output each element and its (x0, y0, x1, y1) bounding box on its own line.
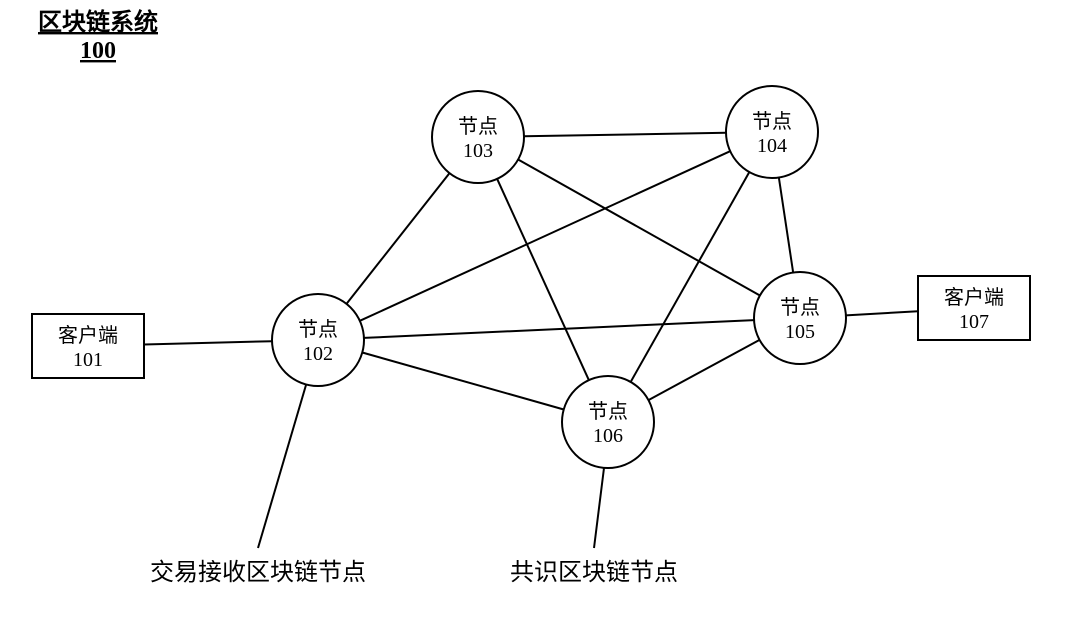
node-num-c107: 107 (959, 311, 989, 333)
node-num-n105: 105 (785, 321, 815, 343)
edge-n102-n105 (364, 320, 754, 338)
edge-c101-n102 (144, 341, 272, 344)
edge-n105-n106 (648, 340, 759, 400)
node-label-n104: 节点 (752, 110, 792, 133)
edge-n105-c107 (846, 311, 918, 315)
node-num-c101: 101 (73, 349, 103, 371)
edge-n102-n106 (362, 353, 563, 410)
node-label-c107: 客户端 (944, 286, 1004, 309)
edge-n103-n104 (524, 133, 726, 136)
node-label-n103: 节点 (458, 115, 498, 138)
node-num-n106: 106 (593, 425, 623, 447)
title-line1: 区块链系统 (38, 8, 158, 36)
node-label-n106: 节点 (588, 400, 628, 423)
edge-n102-n103 (346, 173, 449, 304)
callout-line-n102 (258, 385, 306, 548)
node-num-n103: 103 (463, 140, 493, 162)
edge-n103-n106 (497, 179, 589, 380)
callout-text-n106: 共识区块链节点 (510, 559, 678, 586)
nodes-group: 节点102节点103节点104节点105节点106客户端101客户端107 (32, 86, 1030, 468)
edge-n104-n105 (779, 177, 793, 272)
node-num-n104: 104 (757, 135, 787, 157)
edge-n104-n106 (631, 172, 750, 382)
callout-text-n102: 交易接收区块链节点 (150, 559, 366, 586)
node-label-n105: 节点 (780, 296, 820, 319)
callout-line-n106 (594, 468, 604, 548)
title-line2: 100 (80, 38, 116, 64)
blockchain-network-diagram: 节点102节点103节点104节点105节点106客户端101客户端107交易接… (0, 0, 1091, 641)
node-label-c101: 客户端 (58, 324, 118, 347)
edge-n102-n104 (360, 151, 730, 321)
node-label-n102: 节点 (298, 318, 338, 341)
edge-n103-n105 (518, 160, 760, 296)
node-num-n102: 102 (303, 343, 333, 365)
